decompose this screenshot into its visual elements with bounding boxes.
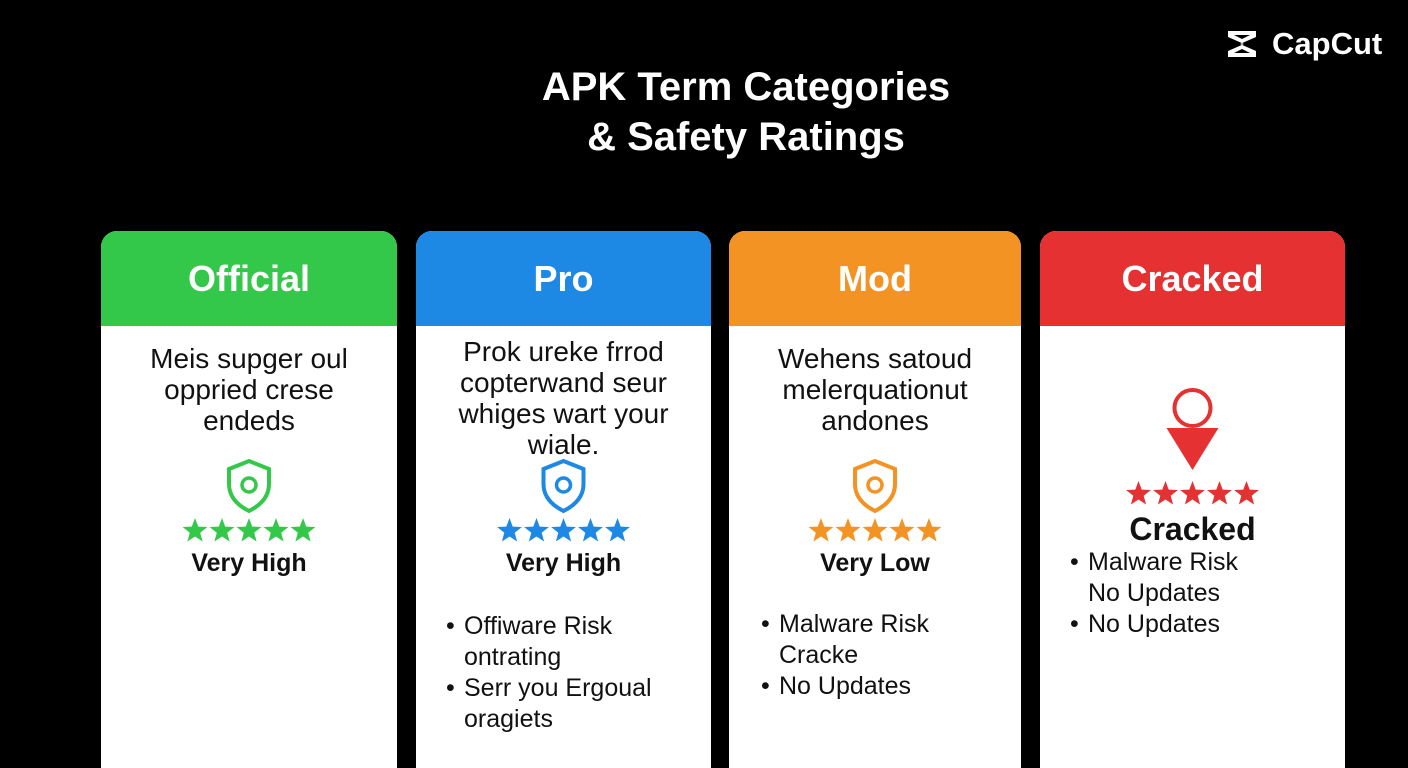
star xyxy=(290,518,316,542)
star xyxy=(497,518,522,542)
bullet: Malware Risk Cracke xyxy=(761,609,929,671)
bullets: Offiware Risk ontrating Serr you Ergoual or… xyxy=(446,611,652,735)
stars xyxy=(182,518,316,542)
star xyxy=(1126,481,1151,505)
shield xyxy=(541,458,586,514)
title-line: APK Term Categories xyxy=(541,65,951,109)
description: Wehens satoud melerquationut andones xyxy=(729,343,1021,436)
shield-dot xyxy=(866,476,884,494)
title-line: & Safety Ratings xyxy=(587,115,905,159)
logo-text: CapCut xyxy=(1272,26,1383,61)
shield xyxy=(227,458,271,514)
star xyxy=(578,518,603,542)
rating: Cracked xyxy=(1129,511,1256,547)
star xyxy=(808,518,834,542)
description-line: copterwand seur xyxy=(459,367,667,398)
star xyxy=(524,518,549,542)
bullet-line: Cracke xyxy=(779,641,859,669)
description-line: endeds xyxy=(203,405,295,436)
bullet: Offiware Risk ontrating xyxy=(446,611,652,673)
rating: Very High xyxy=(191,549,307,577)
shield-dot xyxy=(240,476,258,494)
shield-dot xyxy=(554,476,573,494)
description-line: Wehens satoud xyxy=(777,343,973,374)
icon xyxy=(541,458,586,514)
shield xyxy=(853,458,897,514)
stars xyxy=(1126,481,1259,505)
description-line: melerquationut xyxy=(782,374,968,405)
bullets: Malware Risk Cracke No Updates xyxy=(761,609,929,702)
bullet-line: Serr you Ergoual xyxy=(464,674,652,702)
bullet-line: No Updates xyxy=(1088,579,1221,607)
stars xyxy=(808,518,942,542)
icon xyxy=(1166,388,1219,470)
description-line: whiges wart your xyxy=(458,398,669,429)
icon xyxy=(853,458,897,514)
card: Official Meis supger oul oppried crese ende… xyxy=(101,231,397,768)
bullet-line: oragiets xyxy=(464,705,553,733)
card-header: Pro xyxy=(416,231,711,326)
title: APK Term Categories & Safety Ratings xyxy=(0,62,1408,162)
warning-arrow xyxy=(1166,428,1219,470)
star xyxy=(209,518,235,542)
card: Mod Wehens satoud melerquationut andones Ver… xyxy=(729,231,1021,768)
description-line: Prok ureke frrod xyxy=(463,336,664,367)
card-header: Mod xyxy=(729,231,1021,326)
star xyxy=(835,518,861,542)
star xyxy=(1234,481,1259,505)
bullet-line: Malware Risk xyxy=(1088,548,1239,576)
bullet: No Updates xyxy=(1070,609,1238,640)
star xyxy=(862,518,888,542)
card: Pro Prok ureke frrod copterwand seur whiges… xyxy=(416,231,711,768)
star xyxy=(1180,481,1205,505)
description-line: wiale. xyxy=(527,429,600,460)
logo-icon xyxy=(1228,31,1256,57)
star xyxy=(263,518,289,542)
description: Meis supger oul oppried crese endeds xyxy=(101,343,397,436)
bullet: Serr you Ergoual oragiets xyxy=(446,673,652,735)
star xyxy=(236,518,262,542)
bullet: No Updates xyxy=(761,671,929,702)
logo: CapCut xyxy=(1226,26,1382,62)
description: Prok ureke frrod copterwand seur whiges wa… xyxy=(416,336,711,460)
bullets: Malware Risk No Updates No Updates xyxy=(1070,547,1238,640)
icon xyxy=(227,458,271,514)
star xyxy=(551,518,576,542)
warning-pin xyxy=(1172,388,1213,428)
bullet-line: Offiware Risk xyxy=(464,612,613,640)
rating: Very Low xyxy=(820,549,930,577)
star xyxy=(889,518,915,542)
rating: Very High xyxy=(505,549,622,577)
star xyxy=(182,518,208,542)
bullet-line: No Updates xyxy=(779,672,912,700)
card-header: Official xyxy=(101,231,397,326)
star xyxy=(1207,481,1232,505)
bullet-line: No Updates xyxy=(1088,610,1221,638)
star xyxy=(916,518,942,542)
description-line: Meis supger oul xyxy=(150,343,348,374)
bullet-line: ontrating xyxy=(464,643,562,671)
card-header: Cracked xyxy=(1040,231,1345,326)
description-line: andones xyxy=(821,405,929,436)
bullet-line: Malware Risk xyxy=(779,610,930,638)
star xyxy=(605,518,630,542)
description-line: oppried crese xyxy=(164,374,334,405)
star xyxy=(1153,481,1178,505)
bullet: Malware Risk No Updates xyxy=(1070,547,1238,609)
stars xyxy=(497,518,630,542)
